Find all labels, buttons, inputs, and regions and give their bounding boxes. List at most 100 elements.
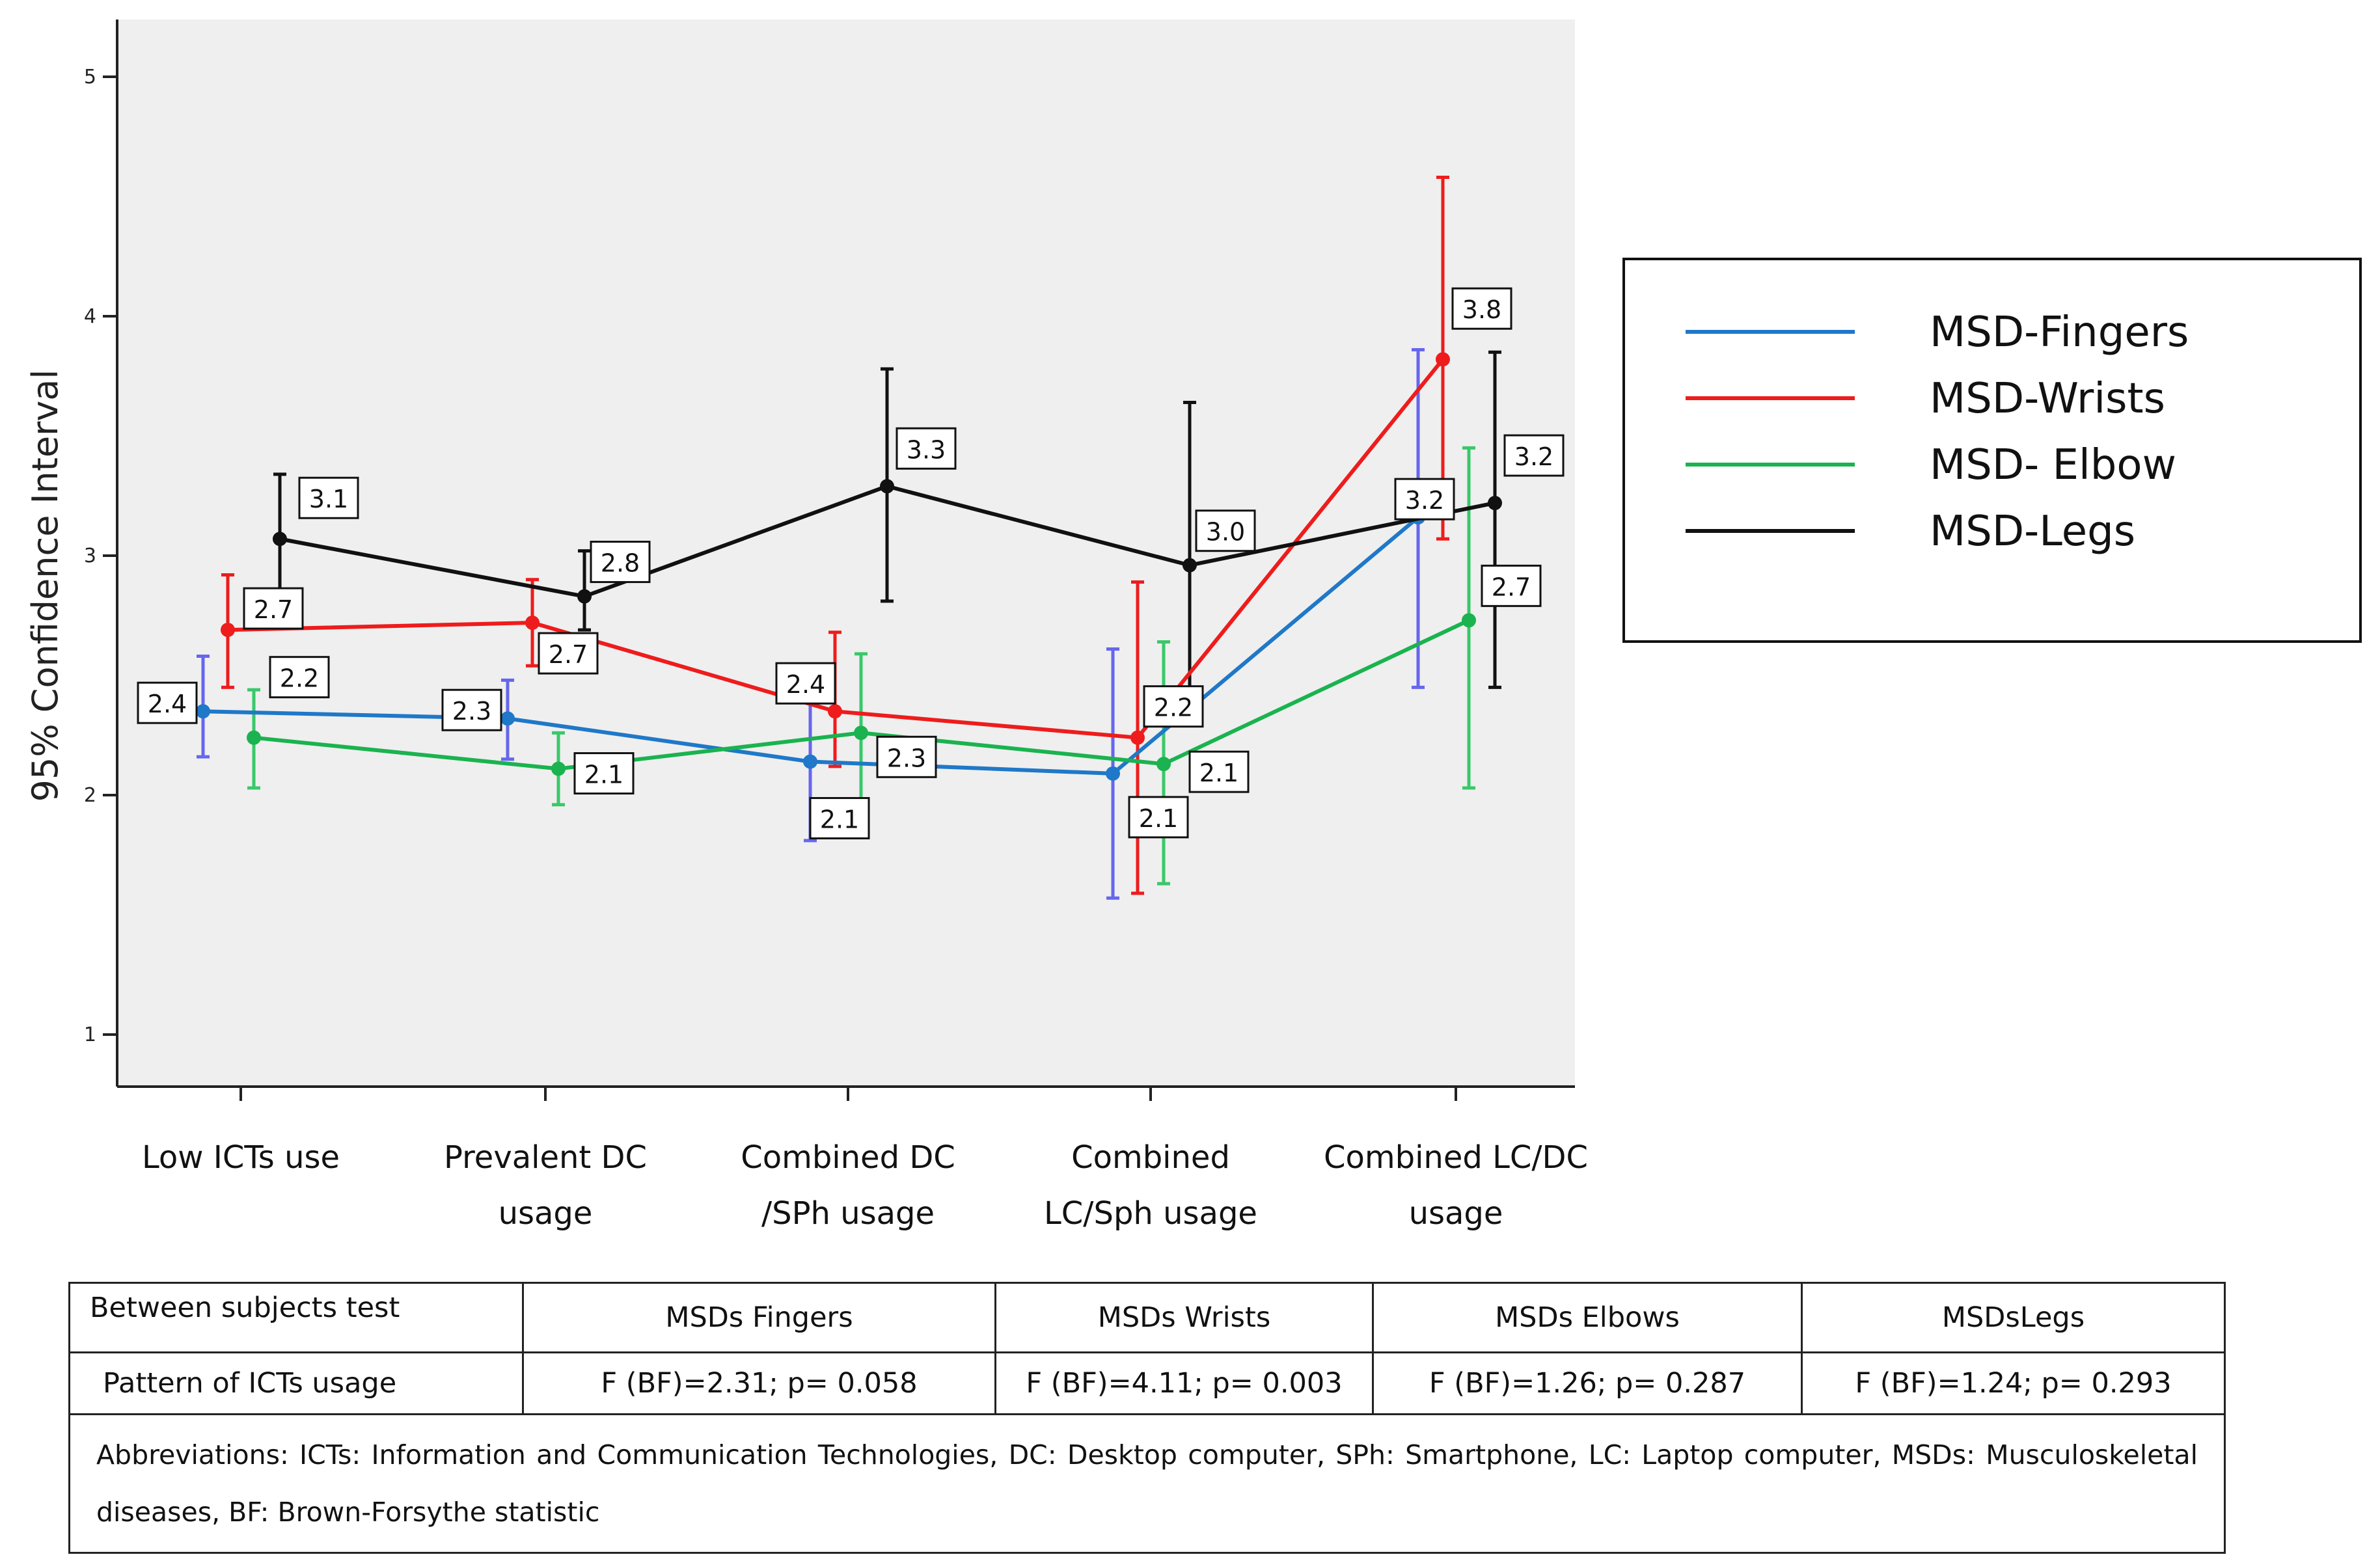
x-category-label-line: usage [498, 1195, 593, 1232]
table-cell: Pattern of ICTs usage [68, 1351, 524, 1415]
chart-container: 1 2 3 4 5 95% Confidence Interval 2.4 2.3 2.1 2.1… [25, 20, 2362, 1232]
data-point [1156, 757, 1171, 772]
x-category-label-line: Prevalent DC [444, 1139, 647, 1176]
data-label-box [243, 587, 304, 630]
data-point [273, 532, 287, 547]
data-label-box [590, 541, 651, 584]
data-label: 2.1 [1199, 759, 1238, 787]
data-label-box [1128, 796, 1189, 839]
data-label-box [809, 796, 870, 839]
x-category-label-line: Combined DC [741, 1139, 955, 1176]
table-cell: F (BF)=4.11; p= 0.003 [994, 1351, 1374, 1415]
data-point [196, 704, 210, 719]
legend-label: MSD- Elbow [1930, 441, 2176, 489]
table-cell: F (BF)=1.24; p= 0.293 [1801, 1351, 2226, 1415]
data-point [551, 761, 566, 776]
table-header-cell: MSDs Wrists [994, 1282, 1374, 1353]
data-label: 2.3 [452, 697, 491, 725]
plot-background [117, 20, 1575, 1087]
data-label: 3.2 [1405, 486, 1444, 515]
data-label-box [775, 662, 836, 705]
data-label: 2.2 [280, 664, 319, 693]
data-label-box [1143, 685, 1204, 728]
table-cell: F (BF)=2.31; p= 0.058 [522, 1351, 996, 1415]
x-category-label: Prevalent DC usage [376, 1130, 715, 1241]
data-label: 2.8 [601, 549, 640, 578]
x-category-label-line: Combined [1071, 1139, 1230, 1176]
y-tick-label: 4 [84, 305, 96, 328]
data-label-box [137, 681, 198, 724]
data-label-box [1394, 478, 1455, 521]
y-tick-label: 3 [84, 545, 96, 567]
data-label-box [1195, 509, 1256, 552]
y-tick-label: 1 [84, 1024, 96, 1046]
data-point [577, 589, 592, 604]
x-category-label-line: Low ICTs use [141, 1139, 340, 1176]
legend-label: MSD-Wrists [1930, 375, 2165, 423]
data-label-box [573, 752, 635, 795]
data-point [803, 754, 817, 769]
data-label-box [876, 735, 937, 778]
data-label: 2.1 [584, 761, 623, 789]
data-point [221, 623, 235, 638]
between-subjects-table: Between subjects test MSDs Fingers MSDs … [68, 1282, 2226, 1554]
data-label-box [298, 476, 359, 519]
y-axis-label: 95% Confidence Interval [25, 370, 66, 802]
abbreviations-note: Abbreviations: ICTs: Information and Com… [68, 1413, 2226, 1554]
table-footnote-row: Abbreviations: ICTs: Information and Com… [68, 1413, 2226, 1554]
table-row: Pattern of ICTs usage F (BF)=2.31; p= 0.… [68, 1351, 2226, 1415]
table-header-cell: MSDs Elbows [1372, 1282, 1803, 1353]
data-label-box [1188, 750, 1250, 793]
data-label: 2.7 [254, 595, 293, 624]
line-chart: 1 2 3 4 5 95% Confidence Interval 2.4 2.3 2.1 2.1… [25, 20, 2362, 1101]
data-label: 2.7 [1492, 573, 1531, 601]
data-label-box [1451, 287, 1512, 330]
table-header-cell: MSDsLegs [1801, 1282, 2226, 1353]
x-category-label: Combined LC/DC usage [1287, 1130, 1625, 1241]
legend-box [1622, 258, 2362, 643]
data-label: 3.2 [1514, 442, 1553, 471]
data-point [500, 711, 515, 726]
legend-label: MSD-Legs [1930, 508, 2135, 556]
data-point [1488, 496, 1502, 511]
table-header-cell: MSDs Fingers [522, 1282, 996, 1353]
data-label: 2.7 [549, 640, 588, 669]
data-point [1183, 558, 1197, 573]
data-point [247, 730, 261, 745]
data-label: 2.3 [887, 744, 926, 772]
data-label: 3.3 [907, 435, 946, 464]
x-category-label-line: usage [1408, 1195, 1503, 1232]
table-cell: F (BF)=1.26; p= 0.287 [1372, 1351, 1803, 1415]
data-point [854, 725, 868, 740]
x-category-label: Combined DC/SPh usage [679, 1130, 1017, 1241]
data-point [828, 704, 842, 719]
data-label: 3.8 [1462, 295, 1501, 324]
x-category-label-line: Combined LC/DC [1323, 1139, 1589, 1176]
y-tick-label: 2 [84, 784, 96, 807]
legend-label: MSD-Fingers [1930, 308, 2189, 357]
data-label: 2.4 [786, 670, 825, 699]
data-label: 3.0 [1206, 518, 1245, 547]
table-header-row: Between subjects test MSDs Fingers MSDs … [68, 1282, 2226, 1353]
data-point [1130, 730, 1145, 745]
x-category-label-line: /SPh usage [761, 1195, 935, 1232]
data-label: 3.1 [309, 485, 348, 513]
data-label-box [441, 688, 502, 731]
table-header-cell: Between subjects test [68, 1282, 524, 1353]
data-label: 2.2 [1154, 694, 1193, 722]
y-tick-label: 5 [84, 66, 96, 88]
data-point [525, 616, 540, 630]
data-label-box [1503, 434, 1565, 477]
x-category-label: Low ICTs use [72, 1130, 410, 1186]
data-label-box [896, 427, 957, 470]
data-point [1106, 766, 1120, 781]
data-label-box [269, 656, 330, 699]
x-category-label-line: LC/Sph usage [1044, 1195, 1257, 1232]
data-label: 2.1 [1139, 804, 1178, 833]
data-point [880, 479, 894, 494]
data-label-box [1481, 564, 1542, 607]
data-label: 2.1 [820, 805, 859, 834]
data-label-box [538, 632, 599, 675]
data-point [1436, 352, 1450, 367]
data-point [1462, 613, 1476, 628]
